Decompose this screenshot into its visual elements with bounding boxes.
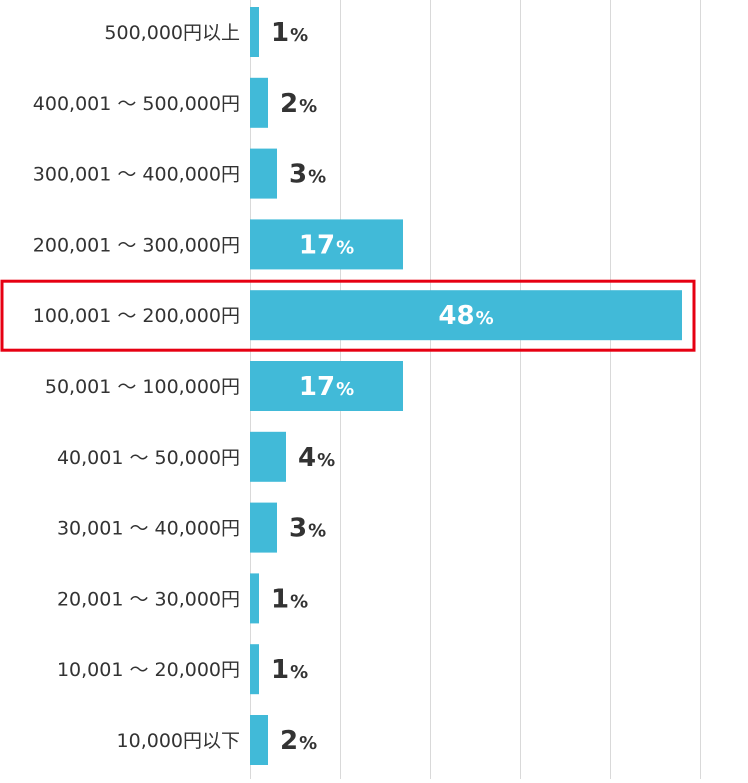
value-label: 1% [271,584,308,614]
category-label: 20,001 ～ 30,000円 [57,588,240,610]
bar [250,715,268,765]
bar [250,77,268,128]
highlight-box [0,279,696,352]
bars [250,7,682,765]
value-label: 2% [280,89,317,119]
value-label: 1% [271,655,308,685]
value-label: 3% [289,160,326,190]
value-label: 2% [280,726,317,756]
category-label: 200,001 ～ 300,000円 [33,234,240,256]
value-label: 1% [271,18,308,48]
category-label: 50,001 ～ 100,000円 [45,376,240,398]
bar [250,148,277,199]
value-label: 4% [298,443,335,473]
category-label: 500,000円以上 [104,22,240,44]
bar [250,219,403,270]
category-label: 40,001 ～ 50,000円 [57,447,240,469]
category-label: 100,001 ～ 200,000円 [33,305,240,327]
bar [250,7,259,57]
value-label: 17% [299,230,354,260]
bar [250,431,286,482]
category-label: 10,000円以下 [117,730,240,752]
category-label: 300,001 ～ 400,000円 [33,164,240,186]
value-label: 3% [289,514,326,544]
value-label: 48% [438,301,493,331]
bar [250,573,259,624]
value-label: 17% [299,372,354,402]
category-labels: 500,000円以上 400,001 ～ 500,000円 300,001 ～ 40… [33,22,240,752]
bar [250,502,277,553]
category-label: 30,001 ～ 40,000円 [57,518,240,540]
bar [250,361,403,411]
bar [250,644,259,695]
bar [250,290,682,341]
category-label: 400,001 ～ 500,000円 [33,93,240,115]
value-labels: 1% 2% 3% 17% 48% 17% 4% 3% 1% 1% 2% [271,18,494,756]
category-label: 10,001 ～ 20,000円 [57,659,240,681]
